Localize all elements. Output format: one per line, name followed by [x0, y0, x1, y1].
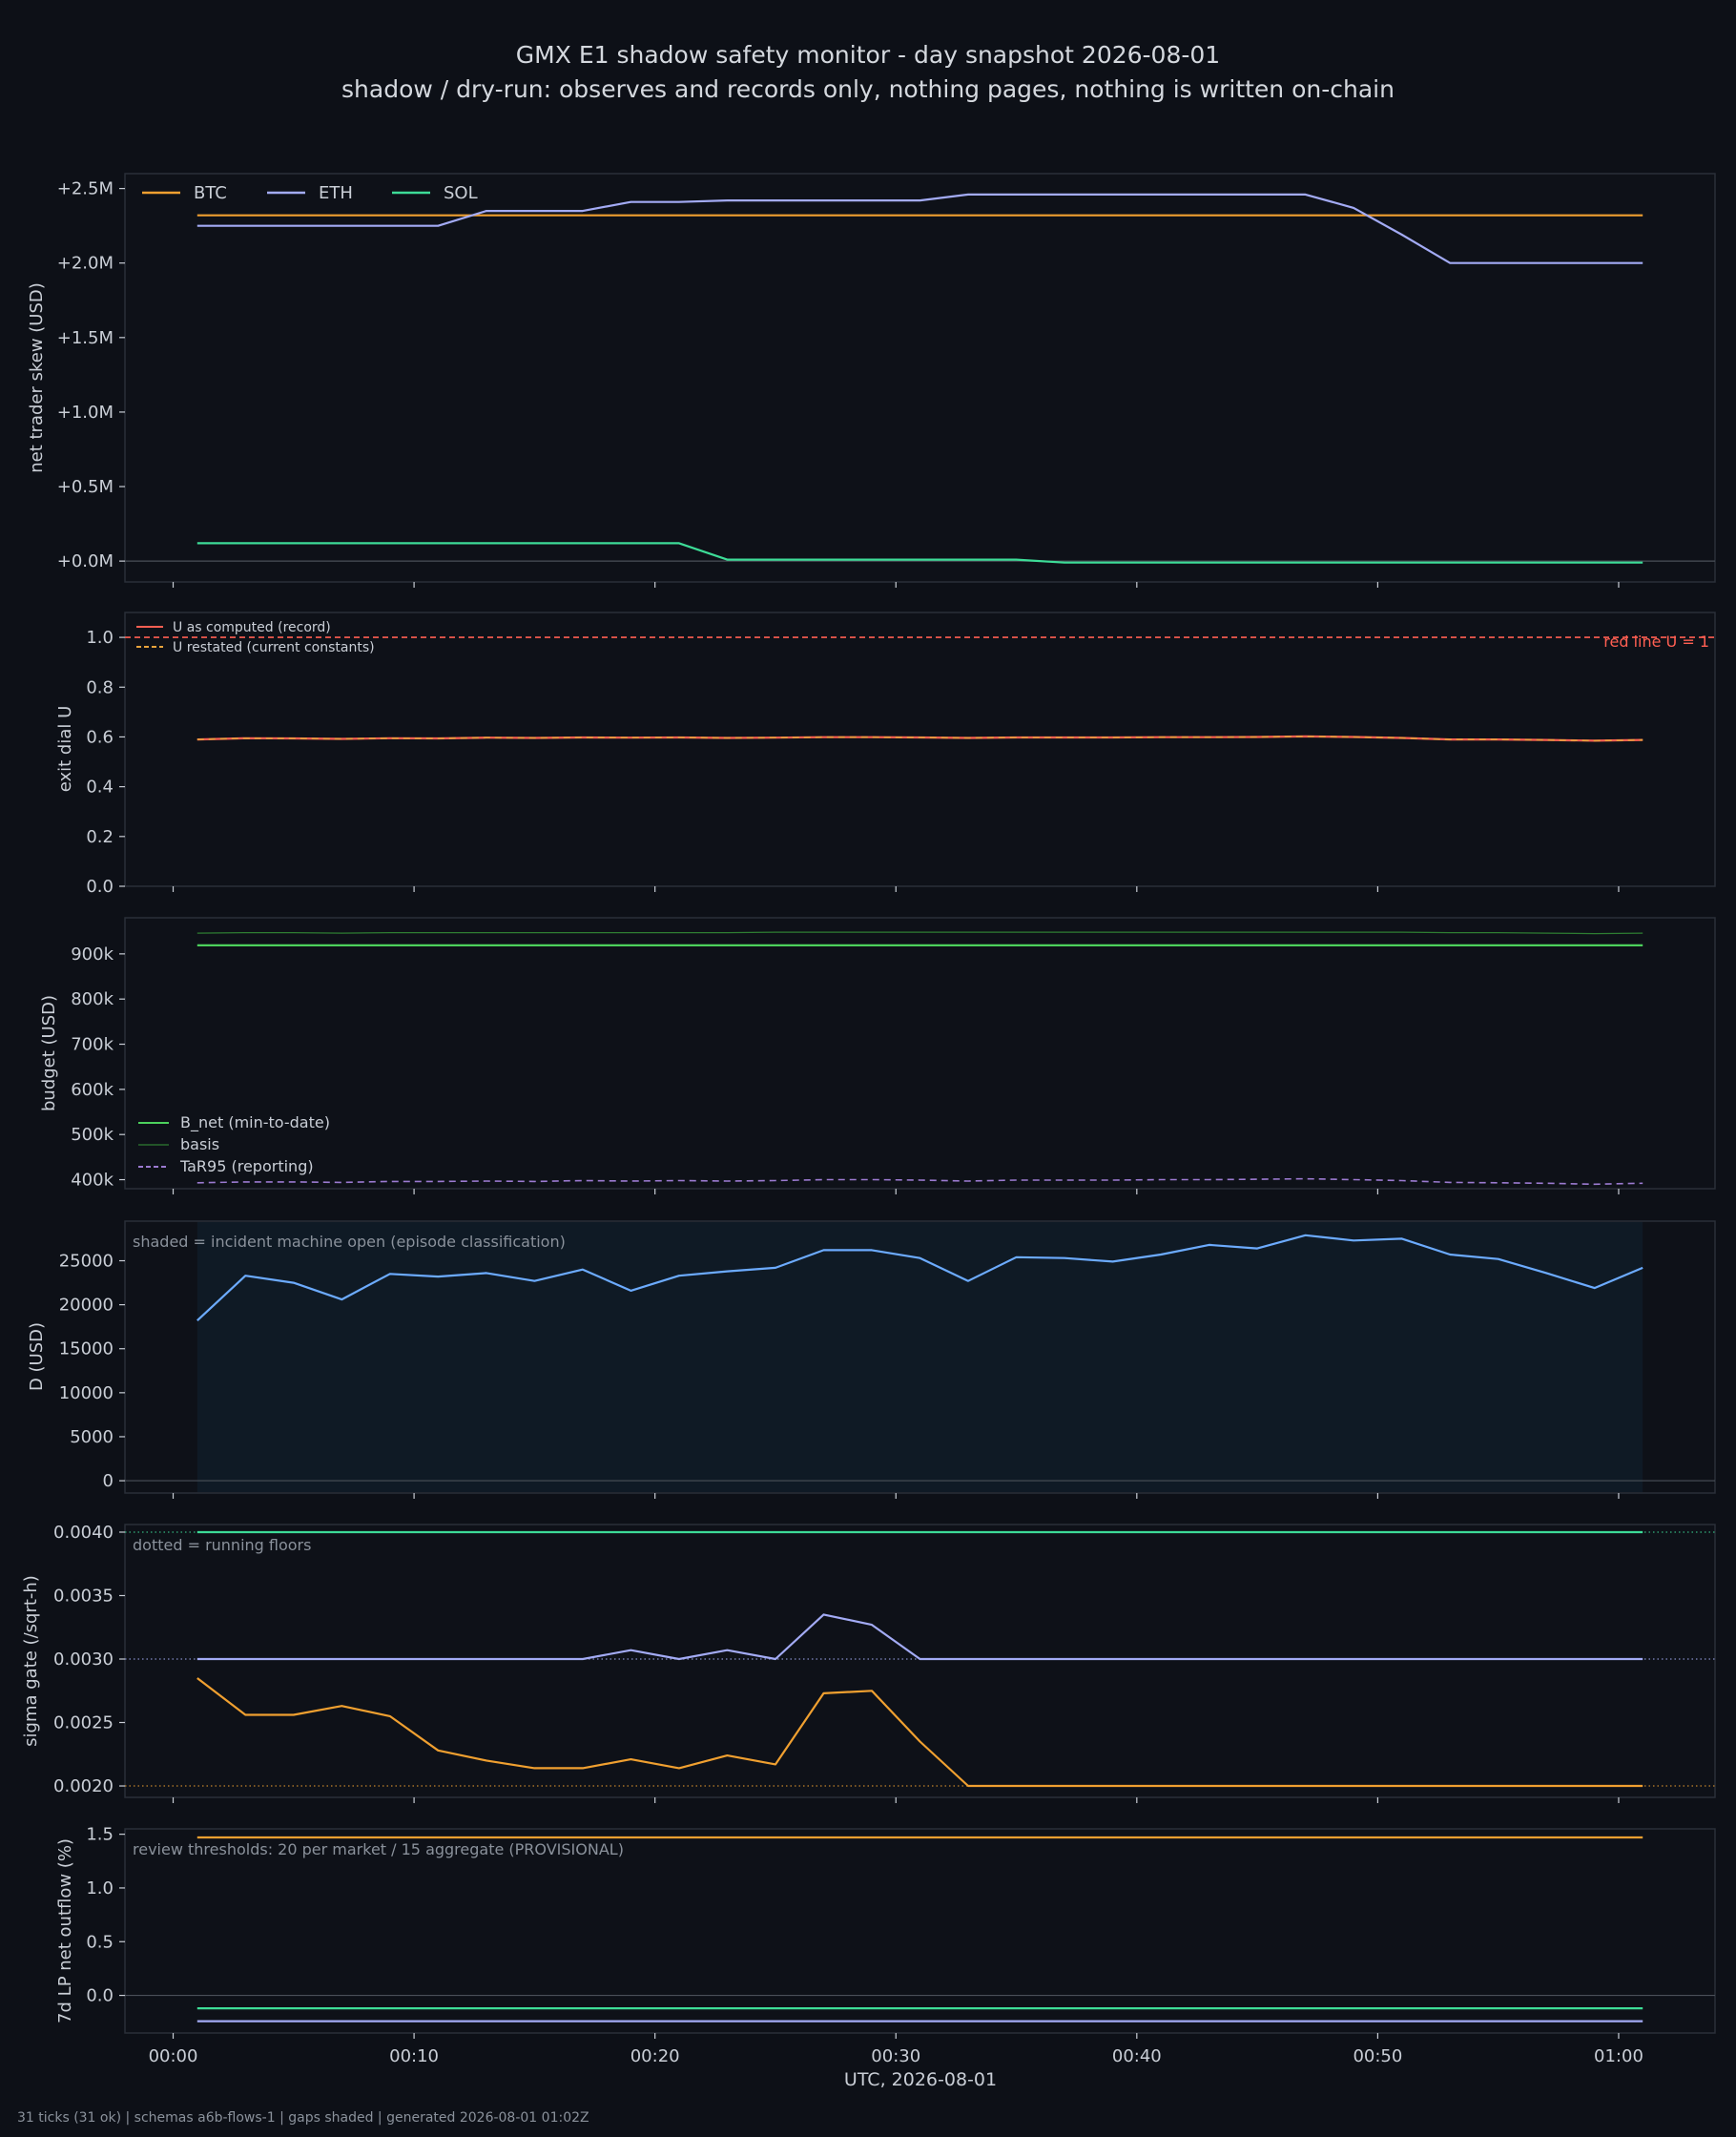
- panel-d-ytick-label: 20000: [59, 1296, 114, 1316]
- panel-budget-ytick-label: 700k: [71, 1035, 114, 1055]
- panel-d-incident-shade: [196, 1222, 1643, 1492]
- legend-label-btc: BTC: [194, 183, 227, 203]
- panel-skew-ylabel: net trader skew (USD): [27, 282, 47, 473]
- panel-skew-ytick-label: +0.0M: [57, 551, 114, 571]
- x-tick-label: 00:00: [149, 2046, 198, 2066]
- panel-d-ytick-label: 5000: [70, 1427, 114, 1447]
- figure-title-block: GMX E1 shadow safety monitor - day snaps…: [0, 38, 1736, 107]
- figure-footer: 31 ticks (31 ok) | schemas a6b-flows-1 |…: [17, 2110, 589, 2126]
- panel-d-ytick-label: 10000: [59, 1383, 114, 1403]
- x-tick-label: 00:40: [1112, 2046, 1162, 2066]
- panel-budget-ytick-label: 600k: [71, 1080, 114, 1100]
- panel-budget-series-basis: [196, 931, 1643, 935]
- panel-budget-legend-label: B_net (min-to-date): [180, 1113, 330, 1132]
- panel-exit-ytick-label: 0.6: [86, 727, 114, 747]
- panel-sigma-ylabel: sigma gate (/sqrt-h): [21, 1575, 41, 1747]
- panel-exit-red-line-label: red line U = 1: [1603, 633, 1709, 651]
- panel-sigma: sigma gate (/sqrt-h): [21, 1524, 1716, 1798]
- legend-label-sol: SOL: [444, 183, 478, 203]
- panel-sigma-annotation: dotted = running floors: [133, 1536, 311, 1554]
- legend-label-eth: ETH: [319, 183, 353, 203]
- panel-exit: exit dial U: [55, 612, 1716, 887]
- panel-d-ytick-label: 25000: [59, 1252, 114, 1272]
- panel-skew-series-sol: [196, 542, 1643, 564]
- figure-title: GMX E1 shadow safety monitor - day snaps…: [515, 41, 1221, 69]
- chart-marks: +0.0M +0.5M +1.0M +1.5M +2.0M +2.5M BTC ETH SOL 0…: [53, 179, 1715, 2066]
- panel-sigma-ytick-label: 0.0020: [53, 1776, 114, 1796]
- panel-exit-ytick-label: 1.0: [86, 628, 114, 648]
- x-tick-label: 00:10: [389, 2046, 439, 2066]
- panel-sigma-frame: [124, 1524, 1716, 1798]
- panel-lp-ytick-label: 1.5: [86, 1825, 114, 1845]
- panel-exit-frame: [124, 612, 1716, 887]
- panel-sigma-ytick-label: 0.0035: [53, 1586, 114, 1606]
- panel-skew-ytick-label: +0.5M: [57, 477, 114, 497]
- panel-lp: 7d LP net outflow (%): [55, 1828, 1716, 2034]
- x-axis-label: UTC, 2026-08-01: [844, 2069, 997, 2090]
- panel-sigma-ytick-label: 0.0025: [53, 1713, 114, 1733]
- panel-sigma-ytick-label: 0.0030: [53, 1649, 114, 1670]
- panel-exit-legend-label: U as computed (record): [173, 620, 331, 635]
- panel-budget-legend-label: TaR95 (reporting): [179, 1157, 314, 1175]
- panel-lp-annotation: review thresholds: 20 per market / 15 ag…: [133, 1840, 624, 1858]
- panel-skew-ytick-label: +1.5M: [57, 328, 114, 348]
- panel-budget-ylabel: budget (USD): [39, 995, 59, 1111]
- panel-exit-ytick-label: 0.2: [86, 827, 114, 847]
- panel-lp-ytick-label: 0.5: [86, 1932, 114, 1952]
- panel-lp-ylabel: 7d LP net outflow (%): [55, 1838, 75, 2023]
- panel-budget-frame: [124, 917, 1716, 1190]
- panel-d-ytick-label: 15000: [59, 1339, 114, 1359]
- panel-d-series-d: [196, 1234, 1643, 1322]
- panel-exit-ytick-label: 0.4: [86, 778, 114, 798]
- panel-skew-ytick-label: +1.0M: [57, 403, 114, 423]
- x-tick-label: 01:00: [1594, 2046, 1643, 2066]
- panel-budget-ytick-label: 400k: [71, 1171, 114, 1191]
- panel-skew: net trader skew (USD): [27, 173, 1716, 583]
- panel-sigma-series-btc: [196, 1677, 1643, 1788]
- panel-budget-ytick-label: 900k: [71, 944, 114, 965]
- x-tick-label: 00:50: [1353, 2046, 1402, 2066]
- panel-budget-ytick-label: 800k: [71, 989, 114, 1009]
- panel-d-annotation: shaded = incident machine open (episode …: [133, 1233, 566, 1251]
- panel-d-ylabel: D (USD): [27, 1322, 47, 1391]
- panel-lp-ytick-label: 1.0: [86, 1878, 114, 1898]
- panel-budget-legend-label: basis: [180, 1135, 219, 1153]
- panel-skew-ytick-label: +2.5M: [57, 179, 114, 199]
- panel-exit-legend-label: U restated (current constants): [173, 640, 375, 655]
- panel-exit-series-u-restated-current-constants: [196, 736, 1643, 742]
- panel-skew-frame: [124, 173, 1716, 583]
- panel-budget-series-tar95-reporting: [196, 1177, 1643, 1186]
- panel-exit-ylabel: exit dial U: [55, 706, 75, 793]
- panel-sigma-series-eth: [196, 1613, 1643, 1661]
- panel-skew-ytick-label: +2.0M: [57, 254, 114, 274]
- panel-budget: budget (USD): [39, 917, 1716, 1190]
- x-tick-label: 00:20: [630, 2046, 680, 2066]
- panel-exit-ytick-label: 0.0: [86, 877, 114, 897]
- panel-budget-ytick-label: 500k: [71, 1125, 114, 1145]
- panel-d-ytick-label: 0: [103, 1471, 114, 1491]
- panel-lp-frame: [124, 1828, 1716, 2034]
- panel-sigma-ytick-label: 0.0040: [53, 1523, 114, 1543]
- x-tick-label: 00:30: [871, 2046, 920, 2066]
- panel-skew-series-eth: [196, 193, 1643, 264]
- panel-lp-ytick-label: 0.0: [86, 1986, 114, 2006]
- panel-exit-ytick-label: 0.8: [86, 677, 114, 697]
- figure-subtitle: shadow / dry-run: observes and records o…: [341, 75, 1395, 103]
